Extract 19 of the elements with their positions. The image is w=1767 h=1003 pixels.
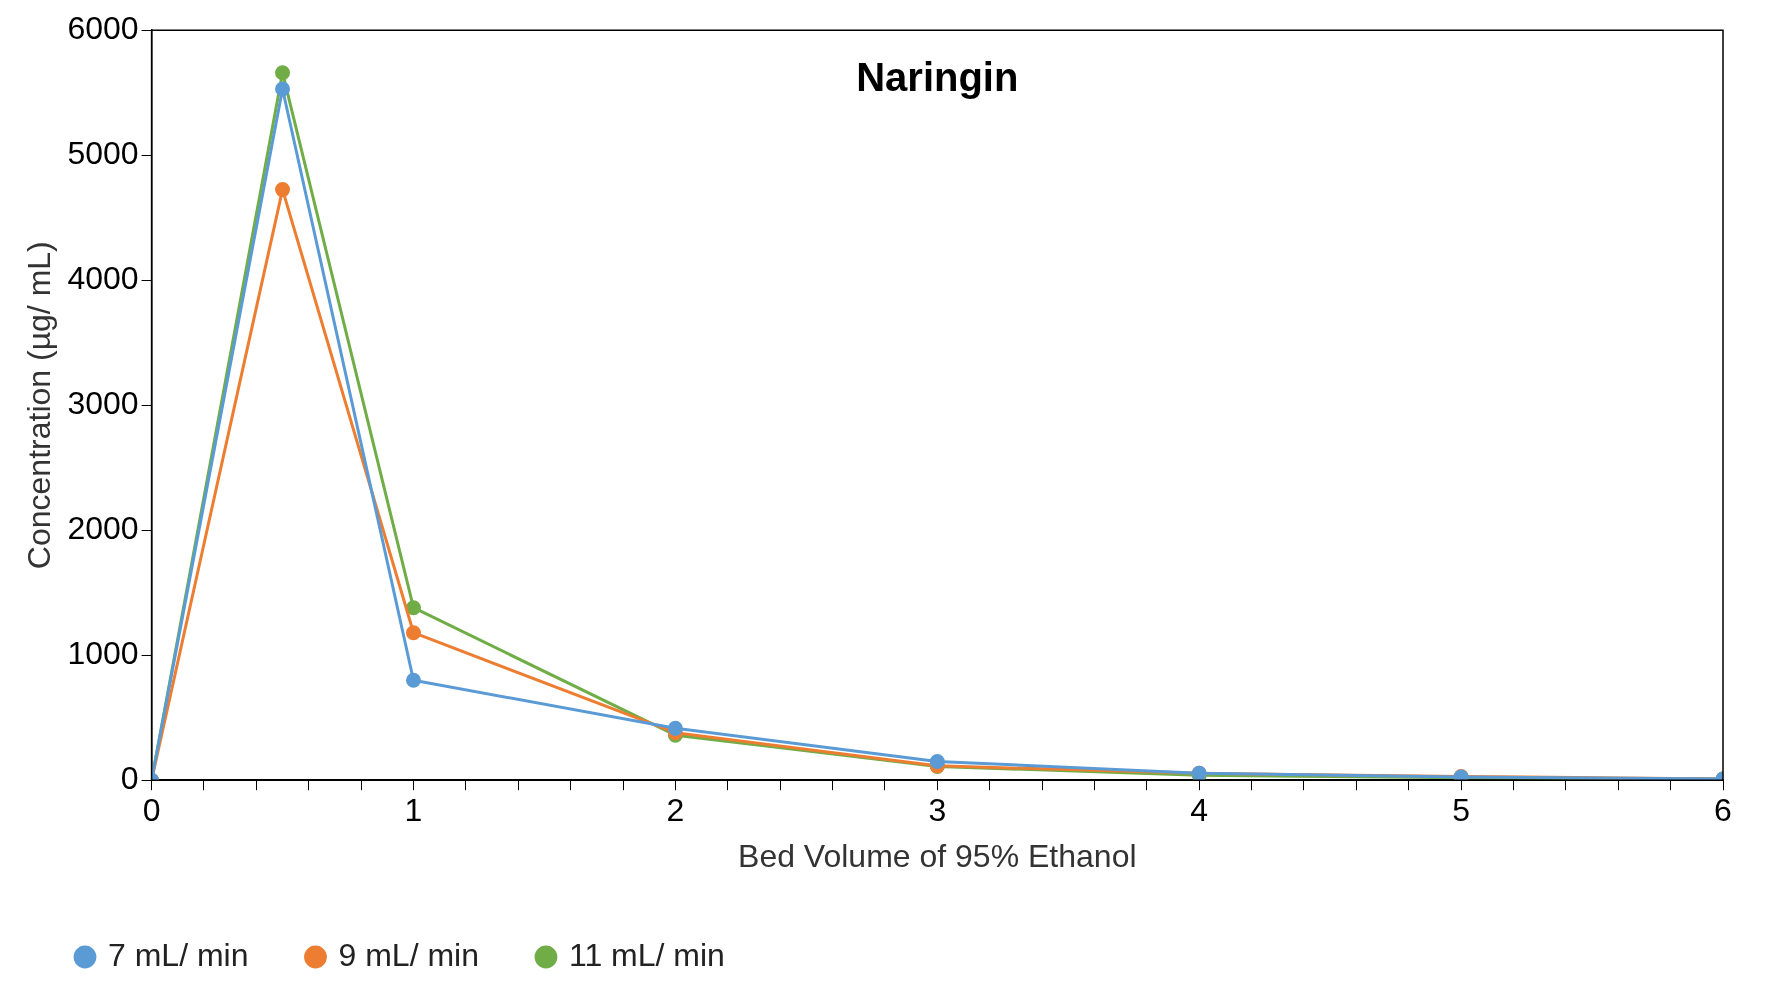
y-tick-label: 2000 — [67, 510, 139, 547]
x-tick-label: 6 — [1714, 792, 1732, 829]
x-tick-label: 2 — [666, 792, 685, 829]
y-tick-label: 3000 — [67, 385, 139, 422]
legend-label: 7 mL/ min — [108, 936, 249, 973]
x-tick-label: 5 — [1452, 792, 1470, 829]
y-tick-label: 0 — [120, 760, 139, 797]
legend-label: 11 mL/ min — [568, 936, 725, 973]
y-tick-label: 5000 — [67, 135, 139, 172]
text: Naringin — [856, 55, 1019, 100]
x-tick-label: 1 — [404, 792, 423, 829]
y-tick-label: 6000 — [67, 10, 139, 47]
y-tick-label: 1000 — [67, 635, 139, 672]
legend-label: 9 mL/ min — [338, 936, 479, 973]
y-tick-label: 4000 — [67, 260, 139, 297]
x-axis-title: Bed Volume of 95% Ethanol — [738, 837, 1137, 874]
y-axis-title: Concentration (µg/ mL) — [21, 241, 58, 570]
x-tick-label: 4 — [1190, 792, 1209, 829]
x-tick-label: 3 — [928, 792, 947, 829]
